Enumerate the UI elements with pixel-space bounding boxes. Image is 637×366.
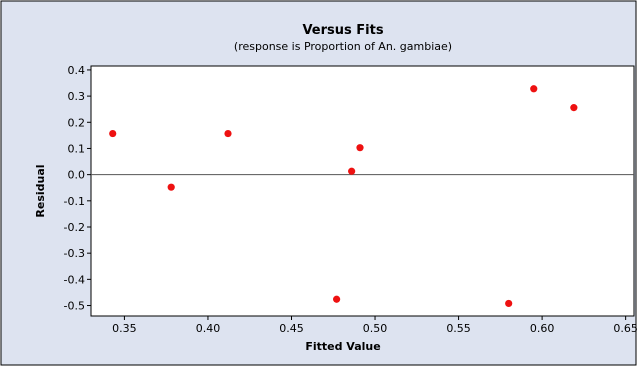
x-tick-label: 0.40 — [196, 322, 221, 335]
y-tick-label: 0.0 — [68, 169, 86, 182]
y-tick-label: -0.4 — [64, 273, 85, 286]
y-tick-label: -0.3 — [64, 247, 85, 260]
data-point — [505, 299, 513, 308]
x-axis-label: Fitted Value — [305, 340, 380, 353]
x-tick-label: 0.65 — [613, 322, 637, 335]
data-point — [530, 85, 538, 93]
x-tick-label: 0.60 — [530, 322, 555, 335]
y-tick-label: -0.2 — [64, 221, 85, 234]
chart-subtitle: (response is Proportion of An. gambiae) — [234, 40, 452, 53]
y-tick-label: 0.1 — [68, 142, 86, 155]
y-axis-label: Residual — [34, 164, 47, 217]
x-tick-label: 0.35 — [112, 322, 137, 335]
x-tick-label: 0.45 — [279, 322, 304, 335]
data-point — [109, 129, 117, 138]
plot-area — [90, 65, 635, 317]
x-axis: 0.35 0.40 0.45 0.50 0.55 0.60 0.65 — [112, 316, 637, 335]
x-tick-label: 0.55 — [446, 322, 471, 335]
y-tick-label: 0.4 — [68, 64, 86, 77]
chart-title: Versus Fits — [302, 23, 383, 38]
data-point — [224, 129, 232, 138]
y-tick-label: 0.2 — [68, 116, 86, 129]
data-points — [109, 85, 578, 308]
y-axis: 0.4 0.3 0.2 0.1 0.0 -0.1 -0.2 -0.3 -0.4 -0.5 — [64, 64, 91, 313]
data-point — [356, 144, 364, 152]
y-tick-label: -0.1 — [64, 195, 85, 208]
data-point — [333, 295, 341, 303]
y-tick-label: -0.5 — [64, 300, 85, 313]
data-point — [348, 167, 356, 175]
data-point — [570, 104, 578, 112]
x-tick-label: 0.50 — [363, 322, 388, 335]
data-point — [167, 183, 175, 191]
y-tick-label: 0.3 — [68, 90, 86, 103]
